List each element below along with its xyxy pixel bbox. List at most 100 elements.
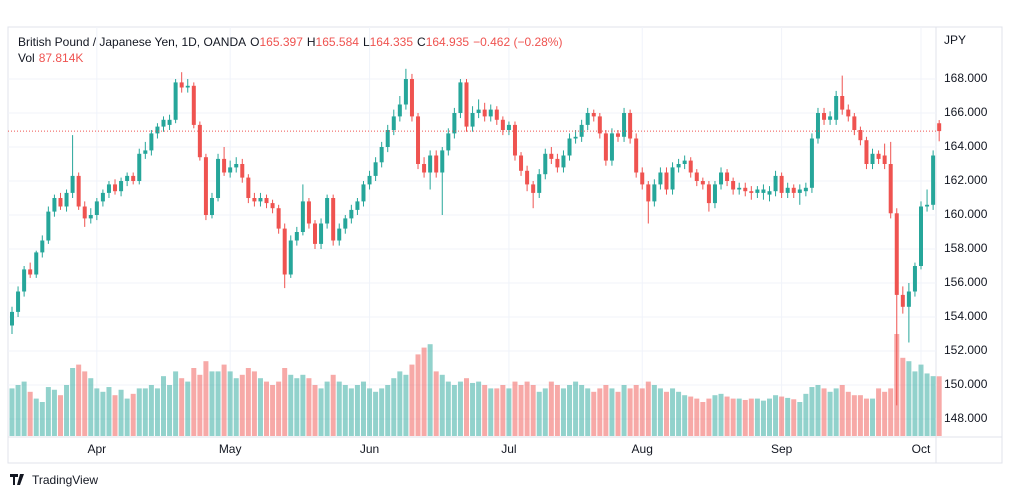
candle-body: [470, 113, 475, 127]
volume-bar: [542, 388, 548, 436]
legend-row: Vol 87.814K: [18, 50, 562, 66]
volume-bar: [27, 391, 33, 436]
candle-body: [209, 198, 214, 215]
volume-bar: [215, 371, 221, 436]
candle-body: [476, 109, 481, 113]
candle-body: [167, 119, 172, 125]
candle-body: [422, 164, 427, 173]
volume-bar: [694, 398, 700, 436]
candle-body: [331, 198, 336, 241]
candle-body: [609, 133, 614, 161]
candle-body: [409, 79, 414, 117]
volume-bar: [318, 388, 324, 436]
candle-body: [82, 206, 87, 219]
volume-bar: [470, 382, 476, 436]
candle-body: [537, 174, 542, 193]
candle-body: [46, 211, 51, 241]
ohlc-value: 164.935: [425, 35, 470, 49]
candle-body: [719, 172, 724, 185]
volume-bar: [609, 388, 615, 436]
volume-bar: [385, 385, 391, 436]
logo-icon: [10, 474, 24, 485]
candle-body: [106, 184, 111, 193]
candle-body: [525, 170, 530, 185]
volume-bar: [548, 381, 554, 436]
volume-bar: [718, 393, 724, 436]
candle-body: [931, 155, 936, 205]
candle-body: [519, 155, 524, 171]
candle-body: [440, 150, 445, 173]
volume-bar: [21, 381, 27, 436]
volume-bar: [270, 385, 276, 436]
volume-bar: [64, 385, 70, 436]
candle-body: [234, 164, 239, 168]
volume-bar: [82, 371, 88, 436]
candle-body: [258, 198, 263, 202]
volume-bar: [124, 398, 130, 436]
candle-body: [325, 198, 330, 224]
candle-body: [373, 162, 378, 176]
volume-bar: [494, 388, 500, 436]
candle-body: [337, 228, 342, 241]
candle-body: [803, 187, 808, 192]
candle-body: [288, 240, 293, 275]
volume-bar: [294, 378, 300, 436]
candle-body: [125, 175, 130, 181]
volume-bar: [354, 385, 360, 436]
ohlc-value: 165.397: [259, 35, 303, 49]
volume-bar: [57, 395, 63, 436]
candle-body: [658, 172, 663, 185]
candle-body: [70, 175, 75, 193]
ohlc-letter: H: [306, 35, 316, 49]
volume-bar: [809, 387, 815, 436]
volume-bar: [627, 388, 633, 436]
candle-body: [22, 269, 27, 292]
candle-body: [313, 223, 317, 244]
y-tick-label: 160.000: [944, 207, 988, 221]
candle-body: [173, 82, 178, 120]
candle-body: [270, 203, 275, 209]
x-tick-label: May: [219, 442, 242, 456]
volume-bar: [51, 389, 57, 436]
volume-bar: [742, 399, 748, 436]
candle-body: [52, 198, 57, 212]
candle-body: [94, 201, 99, 215]
volume-value: 87.814K: [38, 51, 84, 65]
volume-bar: [312, 385, 318, 436]
candle-body: [488, 109, 493, 117]
volume-bar: [88, 378, 94, 436]
volume-bar: [676, 391, 682, 436]
y-tick-label: 150.000: [944, 377, 988, 391]
volume-bar: [851, 395, 857, 436]
volume-bar: [912, 371, 918, 436]
currency-label: JPY: [944, 33, 966, 47]
volume-bar: [257, 378, 263, 436]
volume-bar: [833, 388, 839, 436]
volume-bar: [900, 357, 906, 436]
volume-bar: [663, 391, 669, 436]
candle-body: [543, 153, 548, 175]
volume-bar: [130, 393, 136, 436]
candle-body: [416, 116, 421, 164]
candle-body: [452, 113, 457, 134]
x-tick-label: Apr: [87, 442, 106, 456]
volume-bar: [264, 381, 270, 436]
volume-bar: [239, 374, 245, 436]
symbol-title: British Pound / Japanese Yen, 1D, OANDA: [18, 35, 247, 49]
candle-body: [858, 130, 863, 141]
candle-body: [512, 124, 517, 156]
grid: [8, 27, 936, 437]
legend-row: British Pound / Japanese Yen, 1D, OANDA O…: [18, 34, 562, 50]
candle-body: [628, 113, 633, 139]
volume-bar: [251, 371, 257, 436]
candle-body: [919, 206, 923, 266]
y-tick-label: 162.000: [944, 173, 988, 187]
candle-body: [131, 175, 136, 181]
candle-body: [228, 167, 233, 173]
volume-bar: [560, 388, 566, 436]
y-tick-label: 168.000: [944, 71, 988, 85]
candle-body: [203, 157, 208, 215]
volume-bar: [76, 364, 82, 436]
volume-bar: [500, 385, 506, 436]
